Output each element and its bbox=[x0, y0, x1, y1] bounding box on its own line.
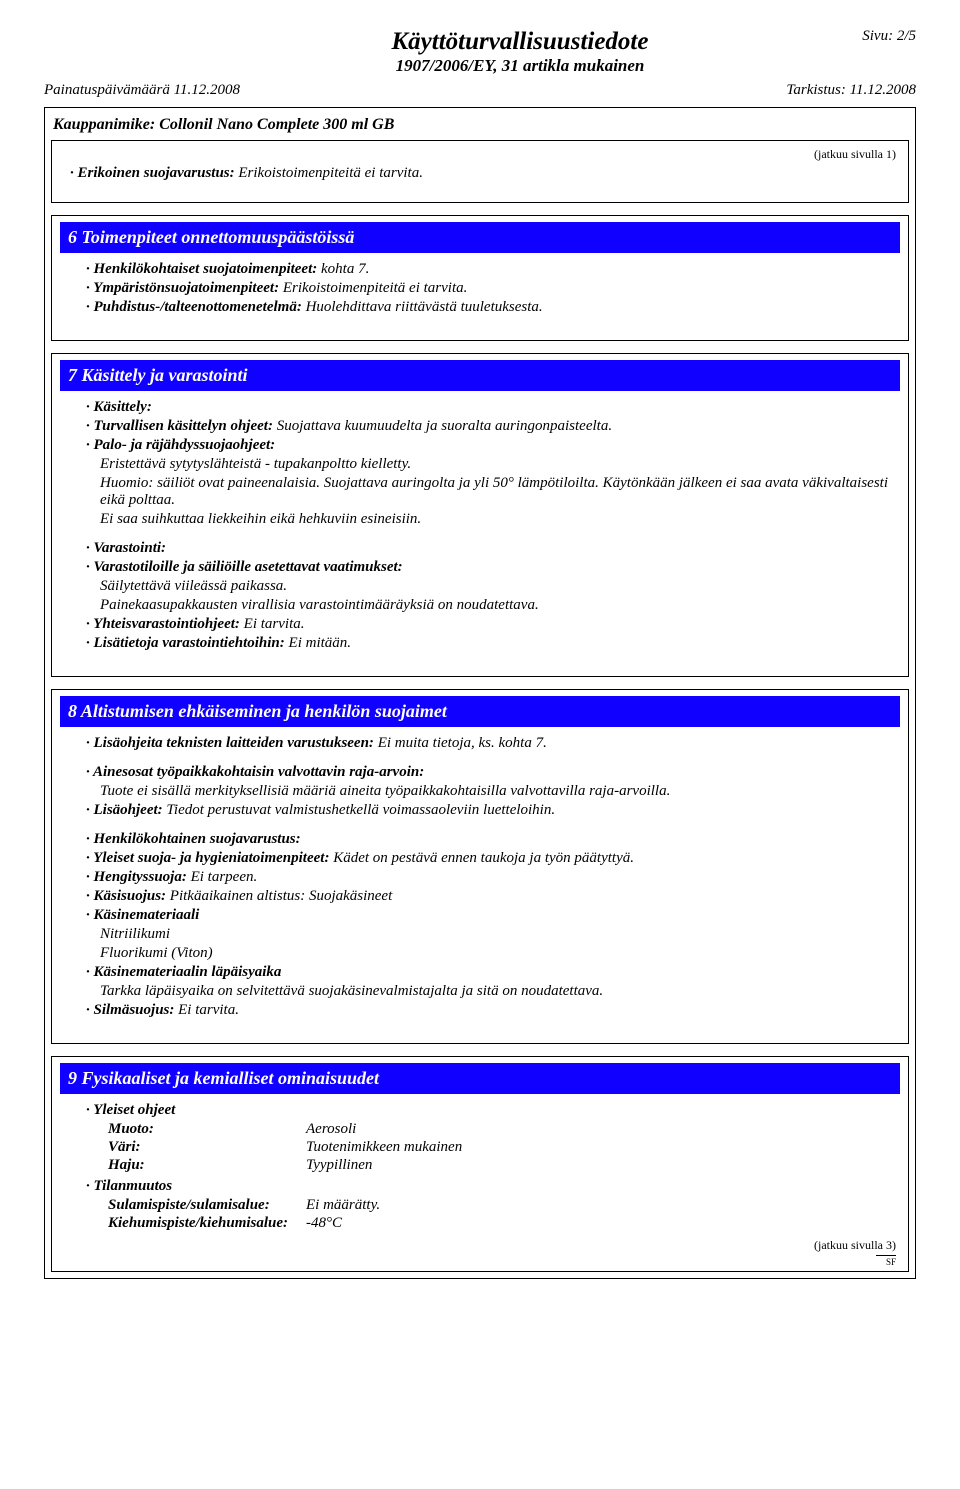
continued-from: (jatkuu sivulla 1) bbox=[814, 147, 896, 162]
main-frame: Kauppanimike: Collonil Nano Complete 300… bbox=[44, 107, 916, 1279]
section-8-title: 8 Altistumisen ehkäiseminen ja henkilön … bbox=[60, 696, 900, 727]
special-equipment: · Erikoinen suojavarustus: Erikoistoimen… bbox=[70, 165, 898, 182]
doc-title-block: Käyttöturvallisuustiedote 1907/2006/EY, … bbox=[204, 28, 836, 76]
section-9: 9 Fysikaaliset ja kemialliset ominaisuud… bbox=[51, 1056, 909, 1272]
prop-odor: Haju: Tyypillinen bbox=[108, 1157, 890, 1174]
box-continuation-top: (jatkuu sivulla 1) · Erikoinen suojavaru… bbox=[51, 140, 909, 203]
print-date: Painatuspäivämäärä 11.12.2008 bbox=[44, 82, 240, 99]
doc-subtitle: 1907/2006/EY, 31 artikla mukainen bbox=[204, 56, 836, 76]
date-row: Painatuspäivämäärä 11.12.2008 Tarkistus:… bbox=[44, 82, 916, 99]
section-9-title: 9 Fysikaaliset ja kemialliset ominaisuud… bbox=[60, 1063, 900, 1094]
continued-to: (jatkuu sivulla 3) bbox=[814, 1238, 896, 1253]
sf-mark: SF bbox=[876, 1255, 896, 1267]
section-8: 8 Altistumisen ehkäiseminen ja henkilön … bbox=[51, 689, 909, 1044]
section-6: 6 Toimenpiteet onnettomuuspäästöissä · H… bbox=[51, 215, 909, 341]
section-6-title: 6 Toimenpiteet onnettomuuspäästöissä bbox=[60, 222, 900, 253]
section-7: 7 Käsittely ja varastointi · Käsittely: … bbox=[51, 353, 909, 677]
prop-melting: Sulamispiste/sulamisalue: Ei määrätty. bbox=[108, 1197, 890, 1214]
prop-color: Väri: Tuotenimikkeen mukainen bbox=[108, 1139, 890, 1156]
revision-date: Tarkistus: 11.12.2008 bbox=[786, 82, 916, 99]
page-indicator: Sivu: 2/5 bbox=[836, 28, 916, 45]
prop-form: Muoto: Aerosoli bbox=[108, 1121, 890, 1138]
doc-title: Käyttöturvallisuustiedote bbox=[204, 28, 836, 56]
trade-name: Kauppanimike: Collonil Nano Complete 300… bbox=[53, 116, 907, 134]
section-7-title: 7 Käsittely ja varastointi bbox=[60, 360, 900, 391]
prop-boiling: Kiehumispiste/kiehumisalue: -48°C bbox=[108, 1215, 890, 1232]
doc-header: Käyttöturvallisuustiedote 1907/2006/EY, … bbox=[44, 28, 916, 76]
